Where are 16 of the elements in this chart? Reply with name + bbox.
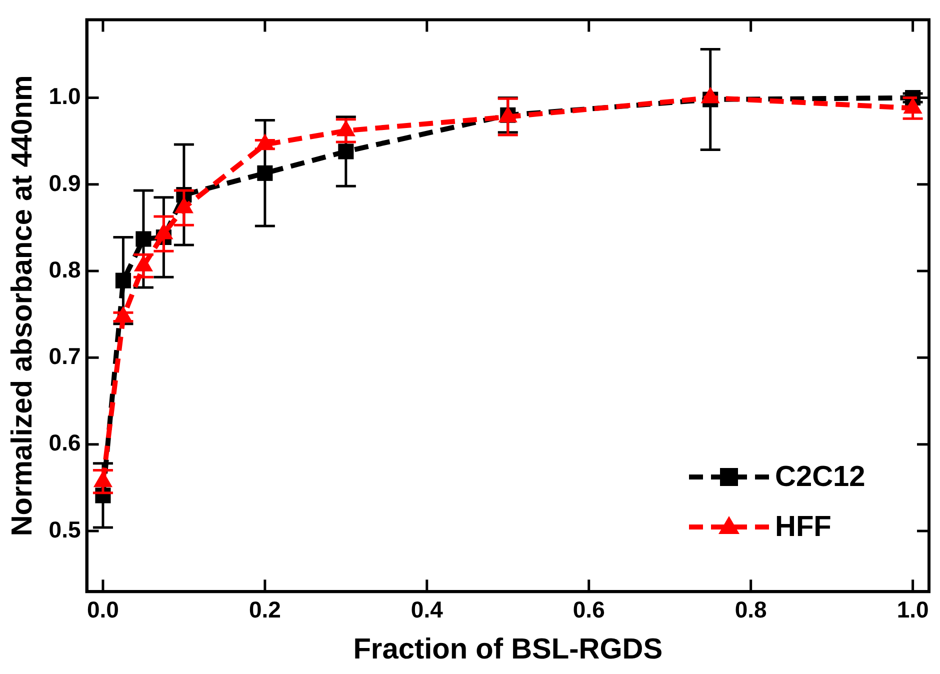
y-tick-label: 0.6 (48, 430, 81, 456)
y-tick-label: 0.7 (48, 343, 81, 370)
legend-label: HFF (775, 510, 832, 545)
y-tick-label: 0.9 (48, 170, 81, 196)
legend-label: C2C12 (775, 460, 866, 495)
x-tick-label: 0.4 (410, 596, 444, 623)
y-tick-label: 0.5 (48, 516, 81, 542)
y-axis-title: Normalized absorbance at 440nm (6, 75, 38, 536)
y-tick-label: 1.0 (48, 83, 81, 110)
x-tick-label: 0.8 (734, 596, 768, 623)
x-tick-label: 0.2 (248, 596, 281, 623)
x-tick-label: 0.6 (572, 596, 605, 623)
x-tick-label: 1.0 (896, 596, 929, 623)
x-axis-title: Fraction of BSL-RGDS (353, 634, 663, 666)
x-tick-label: 0.0 (86, 596, 119, 623)
y-tick-label: 0.8 (48, 256, 81, 282)
